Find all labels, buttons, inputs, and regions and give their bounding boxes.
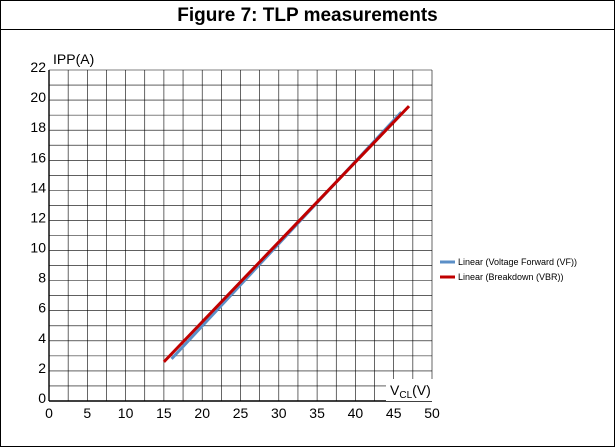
x-tick-label: 50: [424, 405, 440, 421]
y-tick-label: 14: [30, 179, 46, 195]
y-tick-label: 20: [30, 89, 46, 105]
y-tick-label: 6: [38, 300, 46, 316]
x-tick-label: 15: [156, 405, 172, 421]
y-tick-label: 12: [30, 209, 46, 225]
x-axis-label-background: [386, 379, 453, 401]
chart-title: Figure 7: TLP measurements: [177, 5, 438, 26]
y-tick-label: 0: [38, 390, 46, 406]
y-tick-label: 22: [30, 59, 46, 75]
x-tick-label: 20: [194, 405, 210, 421]
x-axis-label-sub: CL: [399, 390, 412, 401]
x-axis-label-main: V: [390, 382, 400, 398]
x-tick-label: 25: [233, 405, 249, 421]
series-line-2: [162, 105, 411, 363]
x-tick-label: 35: [309, 405, 325, 421]
y-tick-label: 16: [30, 149, 46, 165]
axis-labels: IPP(A) VCL(V): [53, 51, 453, 401]
y-axis-label: IPP(A): [53, 51, 94, 67]
x-tick-label: 5: [83, 405, 91, 421]
x-tick-label: 45: [386, 405, 402, 421]
x-axis-label-unit: (V): [412, 382, 431, 398]
y-axis-label-sub: PP: [57, 51, 76, 67]
x-tick-label: 0: [45, 405, 53, 421]
tick-labels: 0 5 10 15 20 25 30 35 40 45 50 0 2 4 6 8 10 12 14 16 18 20 22: [30, 59, 440, 421]
y-tick-label: 10: [30, 240, 46, 256]
x-tick-label: 30: [271, 405, 287, 421]
y-tick-label: 18: [30, 119, 46, 135]
y-axis-label-main: I: [53, 51, 57, 67]
x-tick-label: 10: [118, 405, 134, 421]
legend: Linear (Voltage Forward (VF)) Linear (Bre…: [440, 257, 577, 282]
y-tick-label: 2: [38, 360, 46, 376]
legend-label-2: Linear (Breakdown (VBR)): [458, 272, 564, 282]
y-axis-label-unit: (A): [76, 51, 95, 67]
legend-label-1: Linear (Voltage Forward (VF)): [458, 257, 577, 267]
grid: [48, 69, 433, 402]
y-tick-label: 4: [38, 330, 46, 346]
title-divider: [1, 29, 614, 30]
x-axis-label: VCL(V): [390, 382, 431, 401]
series-lines: [162, 105, 411, 363]
x-tick-label: 40: [348, 405, 364, 421]
y-tick-label: 8: [38, 270, 46, 286]
